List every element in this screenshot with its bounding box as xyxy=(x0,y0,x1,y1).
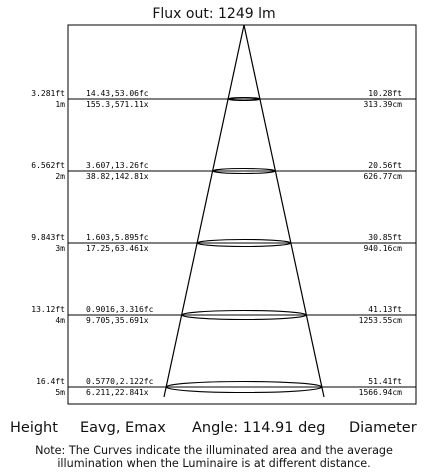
beam-angle-label: Angle: 114.91 deg xyxy=(192,420,326,436)
distance-row: 13.12ft 4m 0.9016,3.316fc 9.705,35.691x 41.1… xyxy=(31,305,416,325)
height-ft-label: 6.562ft xyxy=(31,161,65,170)
distance-row: 9.843ft 3m 1.603,5.895fc 17.25,63.461x 30.85… xyxy=(31,233,416,253)
illumination-ellipse xyxy=(196,238,292,248)
illumination-ellipse xyxy=(212,167,276,175)
illumination-ellipse xyxy=(165,380,323,394)
diameter-column-label: Diameter xyxy=(349,420,417,436)
beam-edge-left xyxy=(163,24,245,398)
height-ft-label: 13.12ft xyxy=(31,305,65,314)
height-m-label: 1m xyxy=(55,100,65,109)
eavg-emax-fc-label: 14.43,53.06fc xyxy=(86,89,149,98)
height-column-label: Height xyxy=(10,420,58,436)
eavg-emax-fc-label: 3.607,13.26fc xyxy=(86,161,149,170)
eavg-emax-lx-label: 6.211,22.841x xyxy=(86,388,149,397)
eavg-emax-lx-label: 17.25,63.461x xyxy=(86,244,149,253)
diameter-cm-label: 626.77cm xyxy=(363,172,402,181)
distance-row: 16.4ft 5m 0.5770,2.122fc 6.211,22.841x 51.41… xyxy=(36,377,416,397)
diagram-frame xyxy=(67,24,417,405)
height-ft-label: 9.843ft xyxy=(31,233,65,242)
beam-edge-right xyxy=(243,24,325,398)
diameter-cm-label: 940.16cm xyxy=(363,244,402,253)
flux-output-title: Flux out: 1249 lm xyxy=(152,6,276,22)
height-m-label: 3m xyxy=(55,244,65,253)
height-m-label: 2m xyxy=(55,172,65,181)
illumination-ellipse xyxy=(181,309,307,321)
height-m-label: 4m xyxy=(55,316,65,325)
note-line-1: Note: The Curves indicate the illuminate… xyxy=(35,444,393,457)
diameter-cm-label: 313.39cm xyxy=(363,100,402,109)
note-line-2: illumination when the Luminaire is at di… xyxy=(57,457,371,470)
diameter-ft-label: 41.13ft xyxy=(368,305,402,314)
diameter-ft-label: 30.85ft xyxy=(368,233,402,242)
eavg-emax-lx-label: 155.3,571.11x xyxy=(86,100,149,109)
diameter-ft-label: 20.56ft xyxy=(368,161,402,170)
eavg-emax-lx-label: 38.82,142.81x xyxy=(86,172,149,181)
height-m-label: 5m xyxy=(55,388,65,397)
eavg-emax-column-label: Eavg, Emax xyxy=(80,420,166,436)
eavg-emax-lx-label: 9.705,35.691x xyxy=(86,316,149,325)
eavg-emax-fc-label: 0.5770,2.122fc xyxy=(86,377,154,386)
diameter-ft-label: 10.28ft xyxy=(368,89,402,98)
illumination-ellipse xyxy=(227,96,261,102)
distance-row: 6.562ft 2m 3.607,13.26fc 38.82,142.81x 20.56… xyxy=(31,161,416,181)
diameter-cm-label: 1253.55cm xyxy=(359,316,403,325)
eavg-emax-fc-label: 1.603,5.895fc xyxy=(86,233,149,242)
eavg-emax-fc-label: 0.9016,3.316fc xyxy=(86,305,154,314)
height-ft-label: 16.4ft xyxy=(36,377,65,386)
distance-row: 3.281ft 1m 14.43,53.06fc 155.3,571.11x 10.28… xyxy=(31,89,416,109)
diagram-note: Note: The Curves indicate the illuminate… xyxy=(0,444,428,470)
diameter-cm-label: 1566.94cm xyxy=(359,388,403,397)
diameter-ft-label: 51.41ft xyxy=(368,377,402,386)
beam-diagram: 3.281ft 1m 14.43,53.06fc 155.3,571.11x 10.28… xyxy=(31,24,417,405)
height-ft-label: 3.281ft xyxy=(31,89,65,98)
